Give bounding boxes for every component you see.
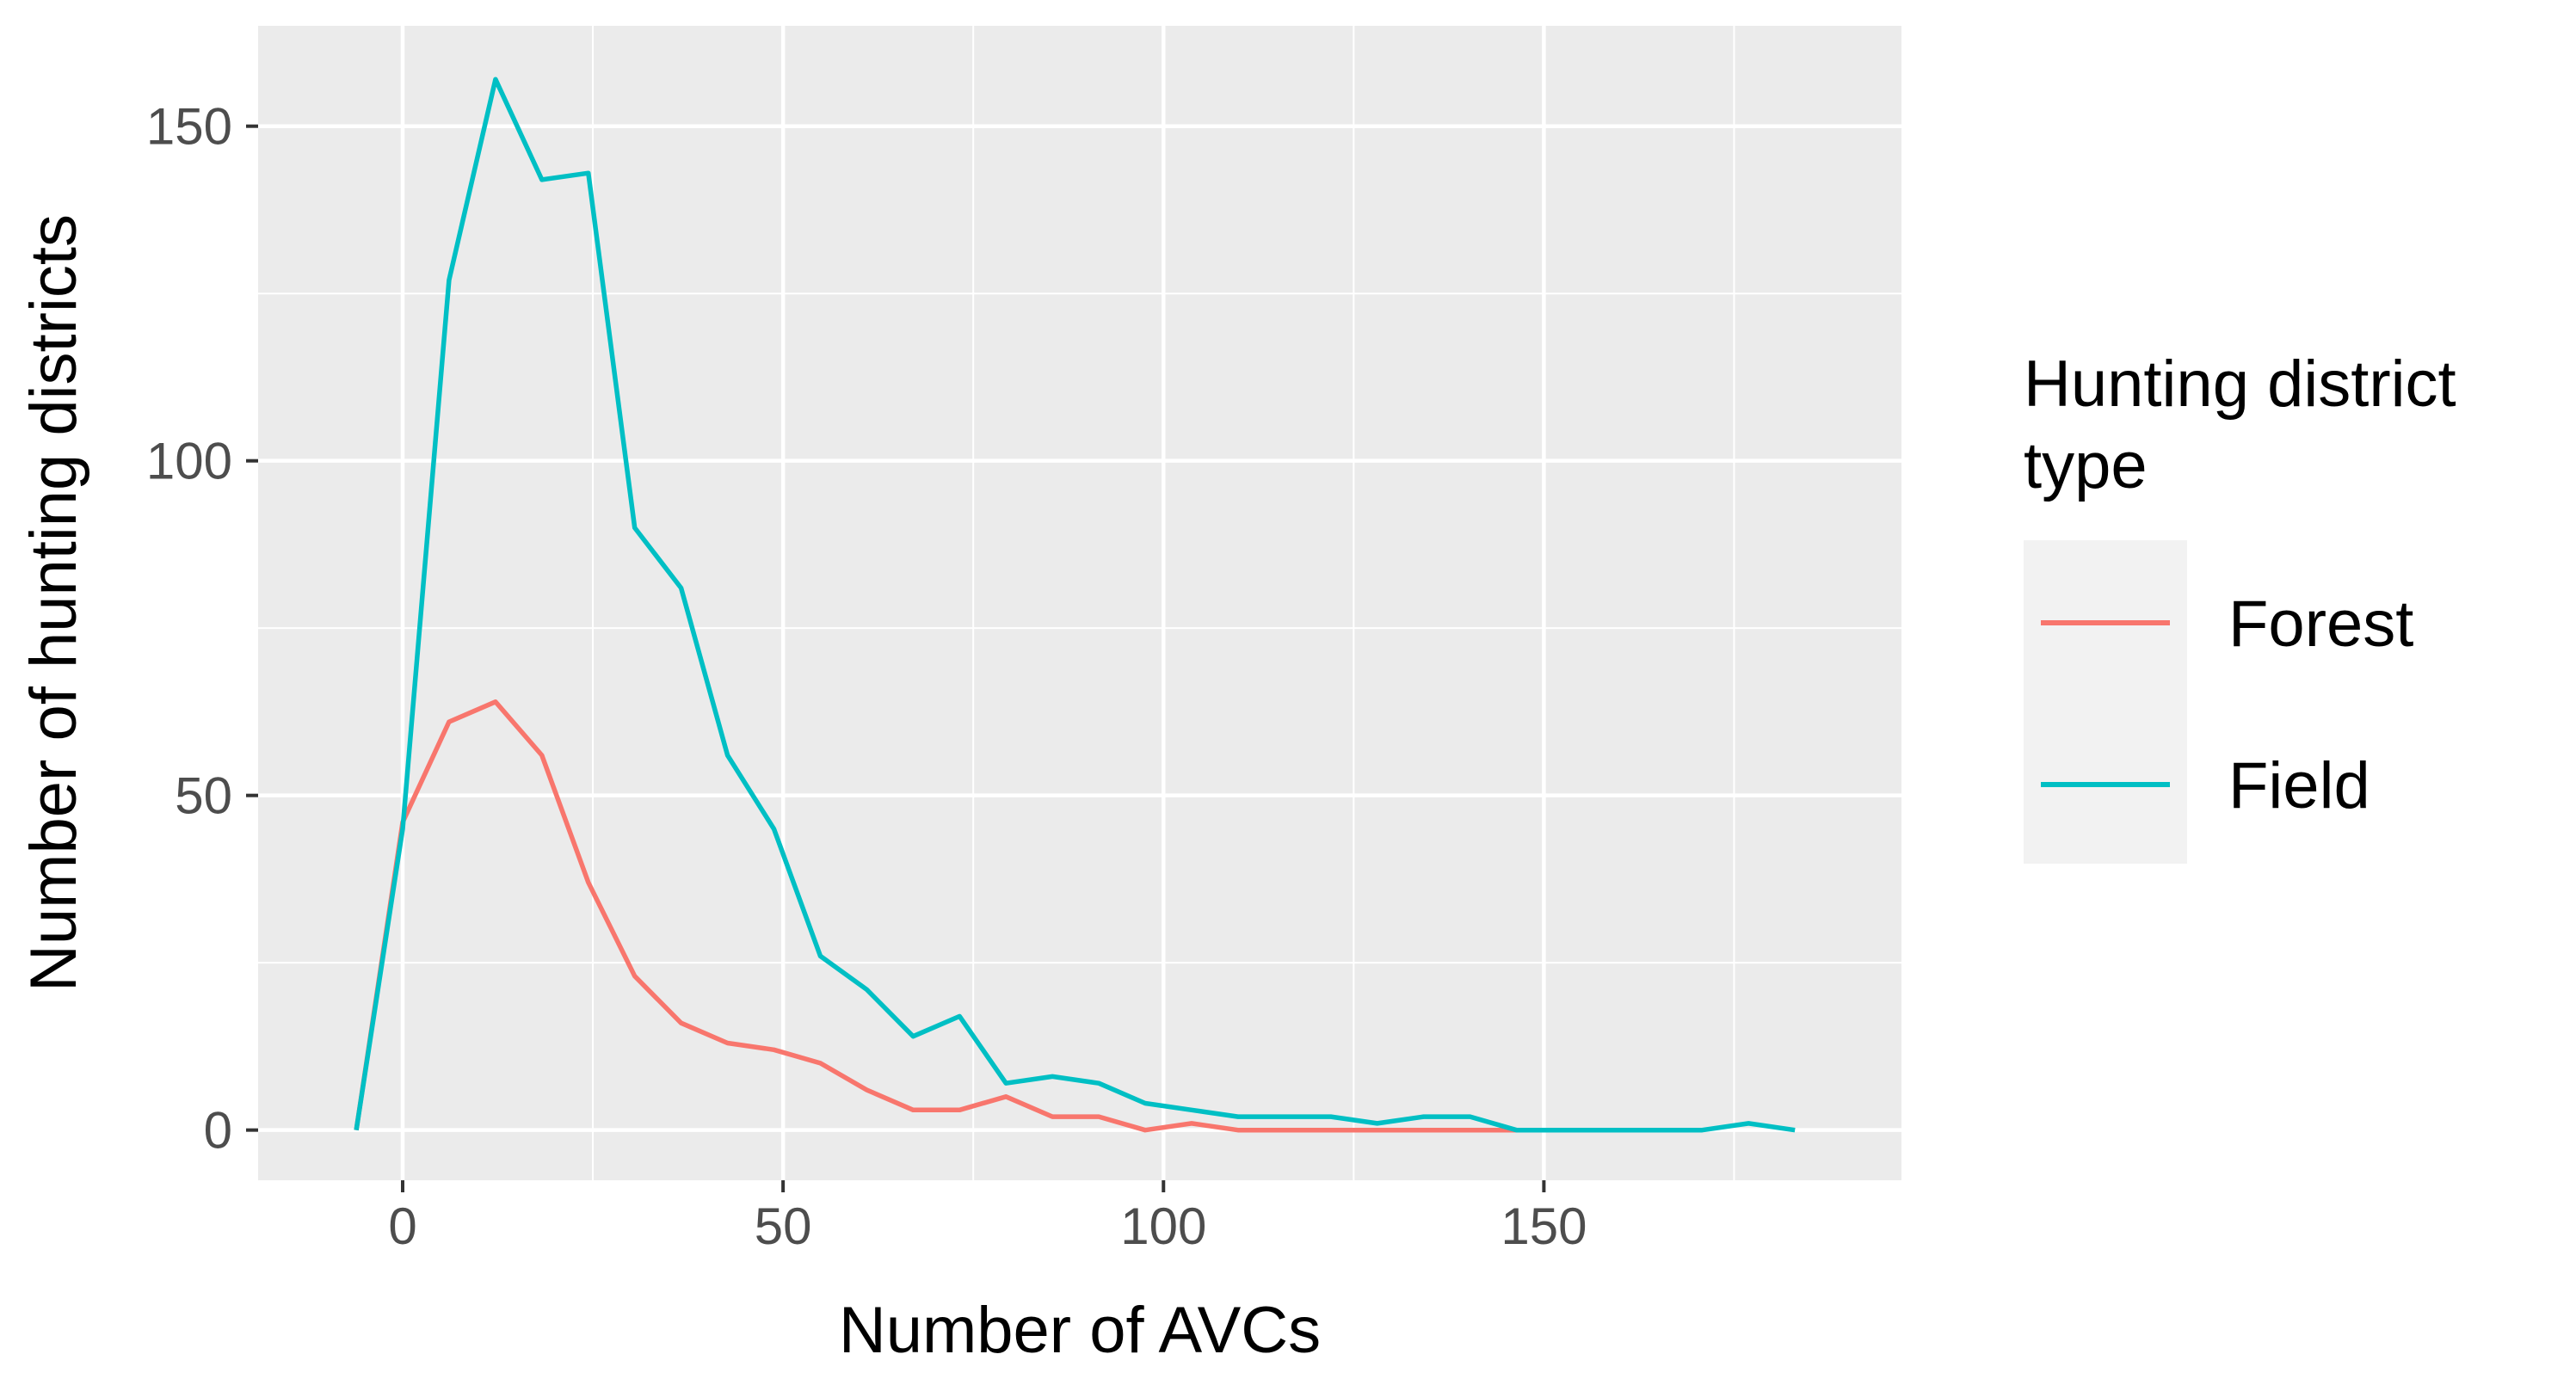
legend-title-line-1: Hunting district — [2024, 348, 2456, 421]
y-axis-title: Number of hunting districts — [17, 214, 90, 992]
x-axis-title: Number of AVCs — [839, 1294, 1321, 1367]
y-tick-label: 0 — [204, 1102, 232, 1160]
series-line-field — [354, 77, 1796, 1133]
y-tick-label: 50 — [175, 767, 232, 825]
legend-title-line-2: type — [2024, 429, 2148, 502]
legend-label-field: Field — [2228, 749, 2370, 822]
y-axis: 0 50 100 150 — [146, 98, 258, 1160]
series-lines — [354, 77, 1796, 1133]
x-tick-label: 50 — [755, 1197, 812, 1255]
legend-key-background — [2024, 540, 2187, 864]
y-tick-label: 100 — [146, 433, 232, 490]
plot-panel — [258, 26, 1901, 1180]
major-gridlines — [258, 26, 1901, 1180]
minor-gridlines — [258, 26, 1901, 1180]
x-tick-label: 100 — [1120, 1197, 1206, 1255]
y-tick-label: 150 — [146, 98, 232, 156]
x-axis: 0 50 100 150 — [388, 1180, 1587, 1255]
x-tick-label: 150 — [1501, 1197, 1587, 1255]
x-tick-label: 0 — [388, 1197, 416, 1255]
legend: Hunting district type Forest Field — [2024, 348, 2456, 864]
series-line-forest — [354, 699, 1517, 1133]
legend-label-forest: Forest — [2228, 588, 2413, 661]
